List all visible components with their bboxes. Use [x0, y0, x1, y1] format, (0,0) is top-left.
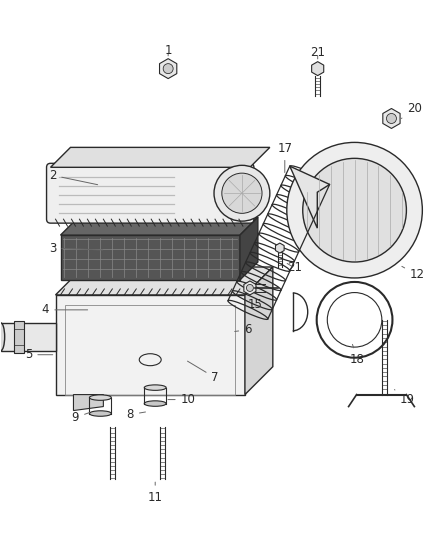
Polygon shape — [290, 166, 330, 228]
Text: 2: 2 — [49, 169, 98, 185]
Ellipse shape — [89, 395, 111, 400]
FancyBboxPatch shape — [46, 163, 254, 223]
Text: 20: 20 — [401, 102, 422, 118]
Text: 11: 11 — [148, 482, 162, 504]
Ellipse shape — [0, 323, 5, 351]
Polygon shape — [245, 267, 273, 394]
Circle shape — [163, 63, 173, 74]
Polygon shape — [1, 323, 56, 351]
Polygon shape — [383, 109, 400, 128]
Bar — [56, 295, 245, 394]
Text: 6: 6 — [235, 324, 252, 336]
Text: 18: 18 — [350, 344, 365, 366]
Text: 8: 8 — [127, 408, 145, 421]
Polygon shape — [312, 62, 324, 76]
Circle shape — [287, 142, 422, 278]
Ellipse shape — [144, 401, 166, 406]
Text: 10: 10 — [168, 393, 195, 406]
Bar — [60, 235, 240, 280]
Circle shape — [386, 114, 396, 124]
Text: 19: 19 — [395, 390, 415, 406]
Polygon shape — [60, 217, 258, 235]
Polygon shape — [74, 394, 103, 410]
Bar — [66, 305, 235, 394]
Text: 17: 17 — [277, 142, 292, 173]
Polygon shape — [244, 281, 256, 295]
Polygon shape — [276, 243, 284, 253]
Polygon shape — [159, 59, 177, 78]
Polygon shape — [240, 217, 258, 280]
Text: 7: 7 — [187, 361, 219, 384]
Text: 5: 5 — [25, 348, 53, 361]
Text: 15: 15 — [247, 298, 262, 311]
Circle shape — [214, 165, 270, 221]
Text: 21: 21 — [310, 46, 325, 59]
Ellipse shape — [89, 411, 111, 416]
Ellipse shape — [144, 385, 166, 390]
Text: 21: 21 — [287, 262, 302, 274]
Text: 1: 1 — [164, 44, 172, 57]
Circle shape — [247, 285, 254, 292]
Bar — [14, 321, 24, 353]
Circle shape — [222, 173, 262, 213]
Polygon shape — [56, 267, 273, 295]
Text: 12: 12 — [402, 266, 425, 281]
Text: 9: 9 — [72, 411, 90, 424]
Text: 4: 4 — [42, 303, 88, 317]
Circle shape — [303, 158, 406, 262]
Text: 3: 3 — [49, 241, 102, 255]
Polygon shape — [50, 148, 270, 167]
